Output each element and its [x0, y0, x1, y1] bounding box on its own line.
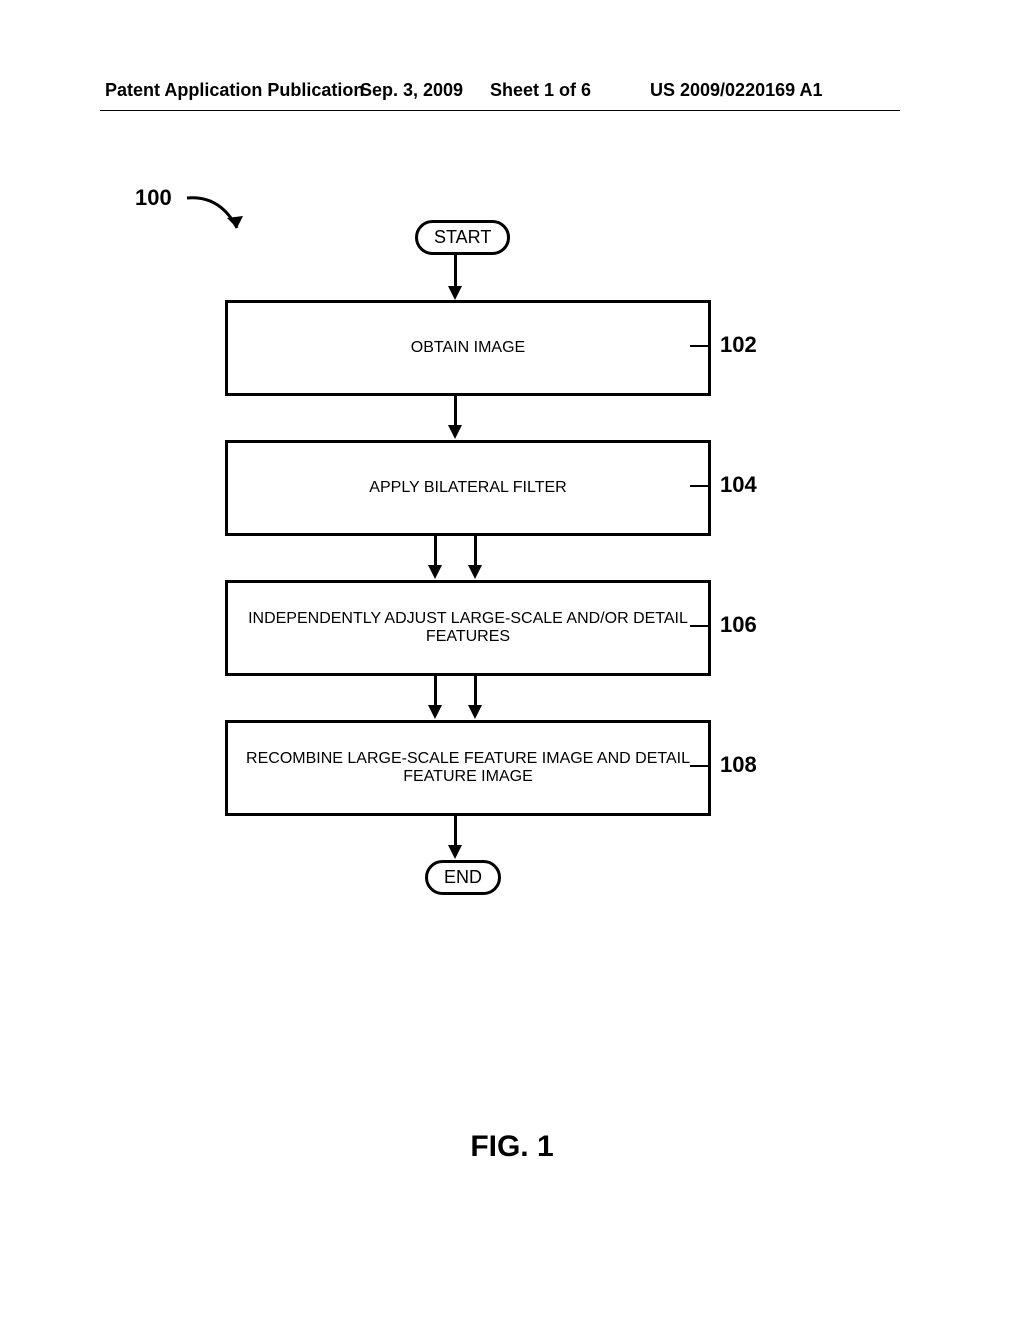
- arrow-line: [454, 254, 457, 288]
- process-text: RECOMBINE LARGE-SCALE FEATURE IMAGE AND …: [238, 750, 698, 786]
- process-box-108: RECOMBINE LARGE-SCALE FEATURE IMAGE AND …: [225, 720, 711, 816]
- curved-arrow-icon: [185, 190, 255, 240]
- terminal-start: START: [415, 220, 510, 255]
- process-box-102: OBTAIN IMAGE: [225, 300, 711, 396]
- arrow-head-icon: [448, 286, 462, 300]
- arrow-head-icon: [428, 705, 442, 719]
- reference-104: 104: [720, 472, 757, 498]
- flowchart: 100 START OBTAIN IMAGE 102 APPLY BILATER…: [0, 0, 1024, 1320]
- ref-tick: [690, 765, 708, 767]
- arrow-line: [474, 533, 477, 567]
- ref-tick: [690, 485, 708, 487]
- process-text: OBTAIN IMAGE: [411, 339, 525, 357]
- reference-108: 108: [720, 752, 757, 778]
- reference-106: 106: [720, 612, 757, 638]
- arrow-line: [434, 673, 437, 707]
- ref-tick: [690, 625, 708, 627]
- ref-tick: [690, 345, 708, 347]
- arrow-head-icon: [428, 565, 442, 579]
- process-box-104: APPLY BILATERAL FILTER: [225, 440, 711, 536]
- arrow-line: [454, 813, 457, 847]
- process-text: APPLY BILATERAL FILTER: [369, 479, 566, 497]
- process-box-106: INDEPENDENTLY ADJUST LARGE-SCALE AND/OR …: [225, 580, 711, 676]
- arrow-head-icon: [468, 565, 482, 579]
- figure-label: FIG. 1: [0, 1130, 1024, 1164]
- arrow-line: [454, 393, 457, 427]
- arrow-head-icon: [448, 425, 462, 439]
- process-text: INDEPENDENTLY ADJUST LARGE-SCALE AND/OR …: [238, 610, 698, 646]
- arrow-line: [434, 533, 437, 567]
- arrow-head-icon: [468, 705, 482, 719]
- terminal-end: END: [425, 860, 501, 895]
- arrow-head-icon: [448, 845, 462, 859]
- reference-102: 102: [720, 332, 757, 358]
- reference-main: 100: [135, 185, 172, 211]
- arrow-line: [474, 673, 477, 707]
